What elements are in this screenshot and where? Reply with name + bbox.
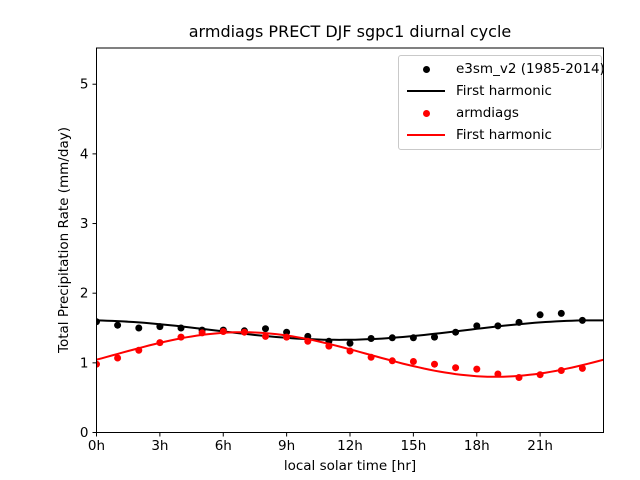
legend-marker-red-line-icon [406, 124, 446, 146]
harmonic-curve-red [96, 331, 604, 378]
svg-text:3: 3 [80, 216, 89, 232]
legend-marker-red-dot-icon [406, 102, 446, 124]
x-axis-label: local solar time [hr] [283, 458, 417, 474]
svg-text:4: 4 [80, 146, 89, 162]
legend-item-armdiags-dots: armdiags [399, 102, 601, 124]
legend-item-red-harmonic: First harmonic [399, 124, 601, 146]
legend-label: armdiags [456, 105, 519, 121]
scatter-points-armdiags [96, 328, 586, 381]
svg-text:15h: 15h [401, 438, 427, 454]
legend-label: First harmonic [456, 127, 552, 143]
tick-marks [92, 83, 541, 437]
legend-marker-black-dot-icon [406, 58, 446, 80]
svg-text:0: 0 [80, 425, 89, 441]
harmonic-curve-black [96, 319, 604, 341]
legend-label: e3sm_v2 (1985-2014) [456, 61, 605, 77]
svg-text:5: 5 [80, 77, 89, 93]
series-layer [96, 309, 604, 381]
legend-marker-black-line-icon [406, 80, 446, 102]
svg-text:18h: 18h [464, 438, 490, 454]
svg-text:0h: 0h [88, 438, 105, 454]
y-tick-labels: 0 1 2 3 4 5 [80, 77, 89, 441]
svg-text:6h: 6h [215, 438, 232, 454]
chart-title: armdiags PRECT DJF sgpc1 diurnal cycle [188, 22, 512, 41]
legend-label: First harmonic [456, 83, 552, 99]
y-axis-label: Total Precipitation Rate (mm/day) [56, 127, 72, 353]
legend-item-e3sm-dots: e3sm_v2 (1985-2014) [399, 58, 605, 80]
legend-item-black-harmonic: First harmonic [399, 80, 601, 102]
svg-text:3h: 3h [151, 438, 168, 454]
svg-text:2: 2 [80, 286, 89, 302]
x-tick-labels: 0h 3h 6h 9h 12h 15h 18h 21h [88, 438, 553, 454]
svg-text:9h: 9h [278, 438, 295, 454]
svg-text:21h: 21h [527, 438, 553, 454]
svg-text:1: 1 [80, 355, 89, 371]
axes-box [96, 47, 604, 433]
legend: e3sm_v2 (1985-2014) First harmonic armdi… [398, 55, 605, 150]
svg-text:12h: 12h [337, 438, 363, 454]
